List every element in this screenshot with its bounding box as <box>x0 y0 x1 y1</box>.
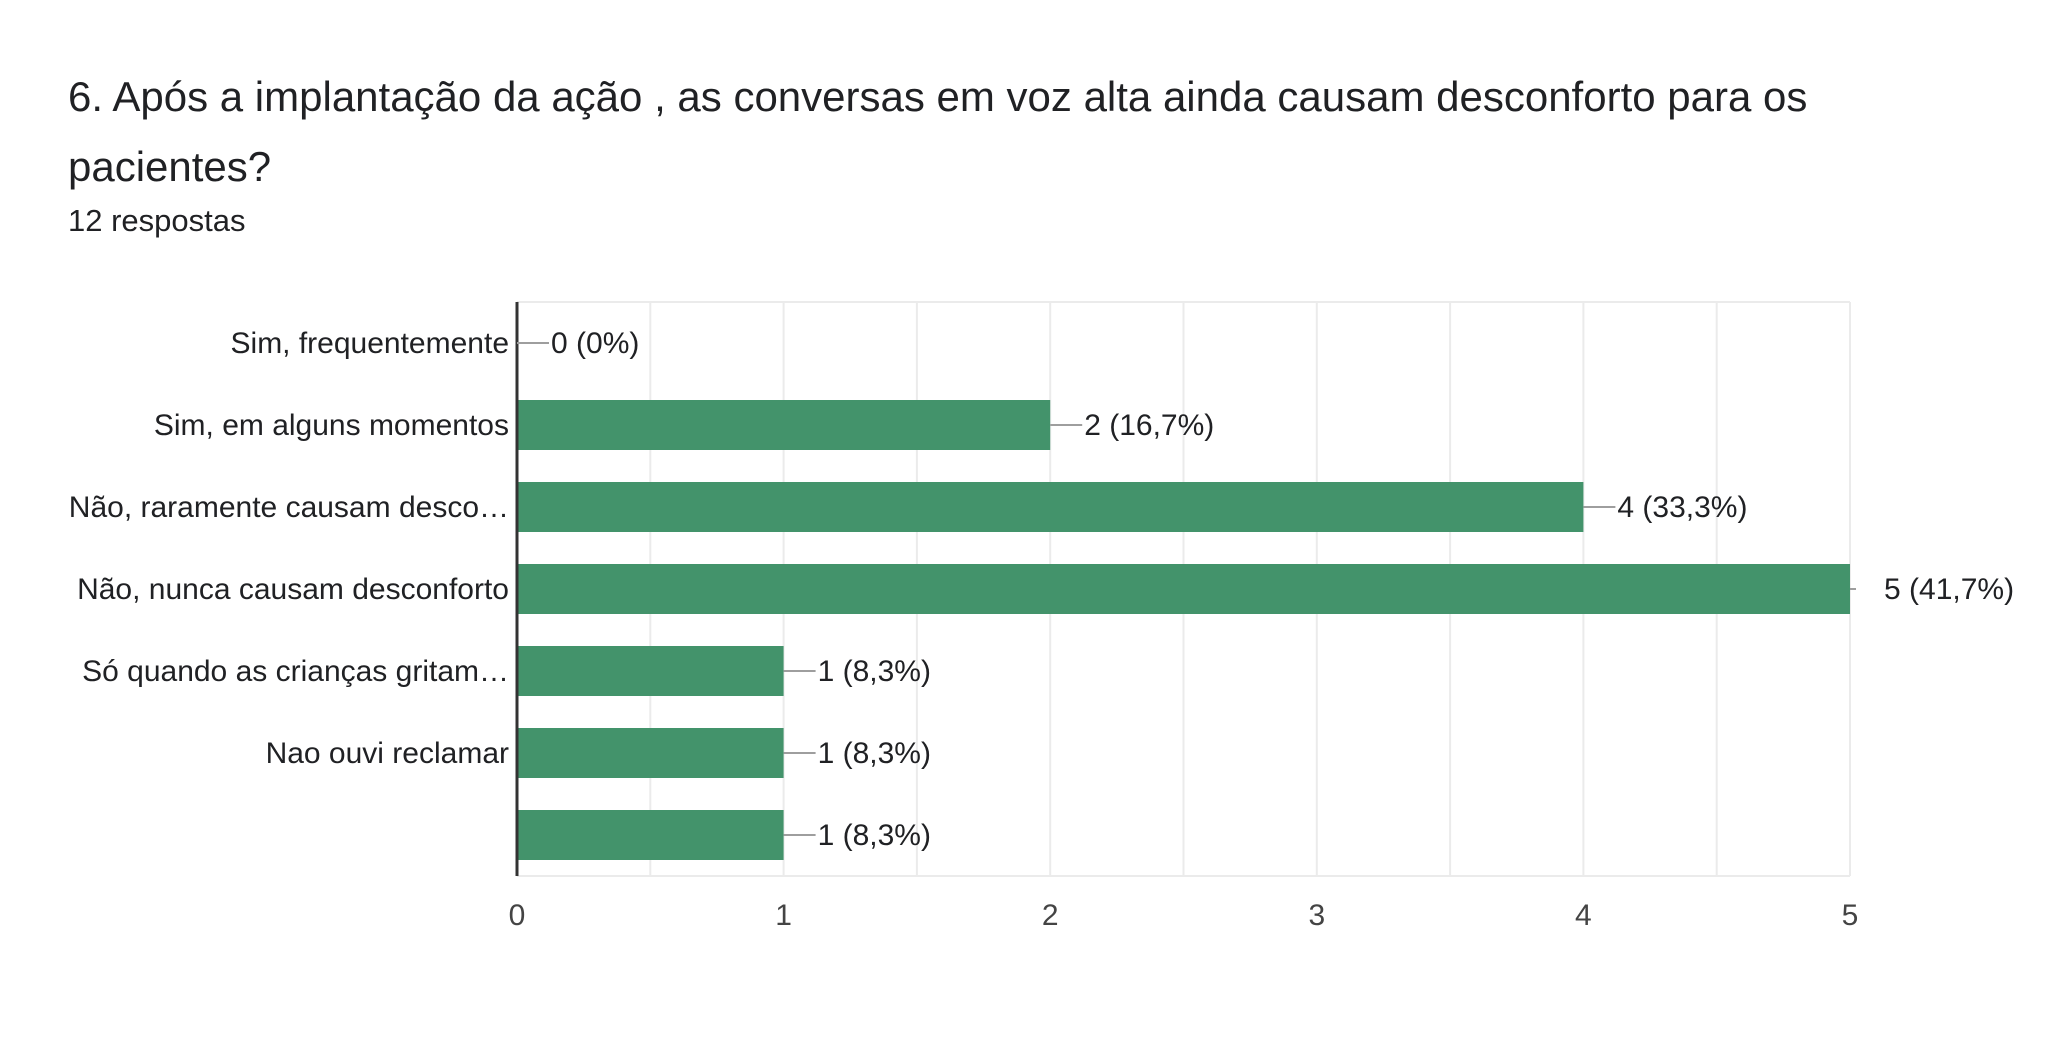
bar <box>517 728 784 778</box>
data-label: 5 (41,7%) <box>1884 573 2014 606</box>
response-count: 12 respostas <box>68 203 246 238</box>
category-label: Nao ouvi reclamar <box>266 737 509 770</box>
x-tick-label: 3 <box>1308 899 1325 932</box>
data-label: 2 (16,7%) <box>1084 409 1214 442</box>
data-label: 1 (8,3%) <box>818 819 931 852</box>
category-label: Não, nunca causam desconforto <box>77 573 509 606</box>
axes: 0 1 2 3 4 5 <box>509 302 1859 932</box>
bar <box>517 400 1051 450</box>
data-label: 4 (33,3%) <box>1617 491 1747 524</box>
category-label: Não, raramente causam desco… <box>69 491 509 524</box>
data-label: 1 (8,3%) <box>818 737 931 770</box>
bar <box>517 482 1584 532</box>
x-tick-label: 2 <box>1042 899 1059 932</box>
x-tick-label: 5 <box>1842 899 1859 932</box>
bar <box>517 810 784 860</box>
question-title: 6. Após a implantação da ação , as conve… <box>68 73 1808 190</box>
category-label: Sim, em alguns momentos <box>154 409 509 442</box>
category-label: Sim, frequentemente <box>231 327 509 360</box>
bar <box>517 646 784 696</box>
data-label: 1 (8,3%) <box>818 655 931 688</box>
x-tick-label: 0 <box>509 899 526 932</box>
bar <box>517 564 1850 614</box>
x-tick-label: 1 <box>775 899 792 932</box>
labels: Sim, frequentemente 0 (0%) Sim, em alguns … <box>69 327 2014 852</box>
x-tick-label: 4 <box>1575 899 1592 932</box>
data-label: 0 (0%) <box>551 327 639 360</box>
category-label: Só quando as crianças gritam… <box>82 655 509 688</box>
bars <box>517 400 1850 860</box>
